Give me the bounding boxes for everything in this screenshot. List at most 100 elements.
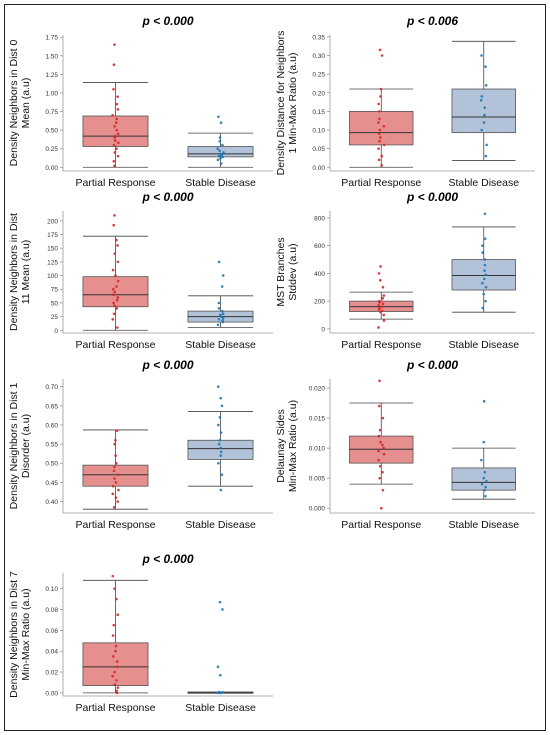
data-point	[382, 452, 386, 456]
y-tick-label: 150	[47, 246, 58, 253]
data-point	[117, 473, 120, 477]
data-point	[382, 313, 386, 317]
data-point	[116, 260, 120, 264]
y-tick-label: 0.25	[312, 72, 325, 79]
data-point	[217, 301, 221, 305]
data-point	[220, 473, 224, 477]
data-point	[377, 306, 381, 310]
data-point	[221, 274, 225, 277]
data-point	[481, 306, 484, 310]
data-point	[216, 385, 220, 388]
data-point	[114, 274, 117, 277]
y-tick-label: 0.04	[45, 649, 58, 656]
y-tick-label: 1.50	[45, 53, 58, 60]
data-point	[382, 319, 386, 322]
data-point	[221, 143, 224, 147]
y-tick-label: 600	[314, 243, 325, 250]
data-point	[221, 319, 224, 322]
x-category-label: Stable Disease	[185, 177, 256, 189]
data-point	[217, 307, 221, 310]
data-point	[115, 689, 118, 693]
chart-panel-4: p < 0.000 MST Branches Stddev (a.u) 0 200 400…	[275, 190, 535, 351]
data-point	[116, 500, 120, 503]
data-point	[116, 141, 120, 145]
data-point	[485, 479, 488, 483]
data-point	[116, 108, 120, 111]
x-category-label: Stable Disease	[448, 519, 519, 531]
data-point	[378, 279, 382, 282]
y-axis-label: Disorder (a.u)	[20, 414, 32, 478]
data-point	[115, 128, 119, 132]
y-tick-label: 0.00	[312, 165, 325, 172]
y-tick-label: 0.55	[45, 442, 58, 449]
data-point	[378, 476, 381, 480]
box-partial-response	[349, 48, 414, 168]
y-tick-label: 0.15	[312, 109, 325, 116]
data-point	[378, 404, 381, 408]
data-point	[114, 454, 117, 457]
y-tick-label: 0.08	[45, 607, 58, 614]
data-point	[115, 679, 118, 682]
data-point	[115, 298, 119, 302]
box-partial-response	[82, 43, 149, 168]
iqr-box	[82, 642, 149, 686]
data-point	[381, 285, 385, 289]
chart-panel-3: p < 0.000 Density Neighbors in Dist 11 Mea…	[8, 190, 273, 351]
data-point	[483, 113, 486, 117]
y-axis-label: Delaunay Sides	[275, 409, 287, 483]
data-point	[381, 470, 384, 474]
data-point	[219, 454, 223, 457]
chart-title: p < 0.000	[141, 358, 193, 372]
y-axis-label: MST Branches	[275, 237, 287, 306]
figure-frame: p < 0.000 Density Neighbors in Dist 0 Mean…	[4, 4, 546, 731]
data-point	[112, 655, 115, 658]
x-category-label: Partial Response	[76, 519, 156, 531]
data-point	[216, 323, 220, 327]
data-point	[113, 290, 117, 294]
x-category-label: Partial Response	[341, 177, 421, 189]
y-axis-label: Density Neighbors in Dist 1	[8, 383, 20, 510]
iqr-box	[82, 115, 149, 147]
data-point	[483, 470, 487, 474]
data-point	[381, 416, 385, 420]
data-point	[116, 296, 120, 299]
y-tick-label: 0.50	[45, 461, 58, 468]
data-point	[483, 258, 487, 261]
data-point	[219, 157, 222, 160]
data-point	[479, 98, 483, 102]
data-point	[217, 461, 220, 465]
data-point	[221, 608, 224, 611]
data-point	[111, 113, 114, 117]
data-point	[116, 154, 120, 158]
data-point	[216, 423, 220, 427]
data-point	[481, 244, 484, 247]
data-point	[114, 134, 117, 138]
data-point	[112, 505, 116, 509]
data-point	[382, 143, 386, 147]
data-point	[482, 440, 486, 444]
data-point	[382, 446, 385, 450]
y-tick-label: 0.40	[45, 499, 58, 506]
data-point	[221, 316, 225, 320]
data-point	[481, 251, 484, 254]
data-point	[113, 304, 116, 307]
y-tick-label: 50	[51, 300, 59, 307]
y-tick-label: 0.020	[309, 386, 326, 393]
data-point	[115, 121, 118, 124]
data-point	[221, 309, 224, 313]
y-tick-label: 0.50	[45, 128, 58, 135]
y-tick-label: 0.00	[45, 165, 58, 172]
y-tick-label: 0.65	[45, 403, 58, 410]
iqr-box	[82, 464, 149, 487]
data-point	[480, 128, 484, 132]
chart-title: p < 0.006	[406, 14, 458, 28]
data-point	[221, 312, 225, 316]
x-category-label: Stable Disease	[185, 339, 256, 351]
y-axis-label: 1 Min-Max Ratio (a.u)	[287, 53, 299, 154]
data-point	[484, 299, 487, 303]
box-partial-response	[82, 574, 149, 695]
data-point	[218, 415, 222, 419]
y-tick-label: 0.70	[45, 384, 58, 391]
y-axis-label: Density Neighbors in Dist 0	[8, 40, 20, 167]
y-tick-label: 200	[47, 218, 58, 225]
